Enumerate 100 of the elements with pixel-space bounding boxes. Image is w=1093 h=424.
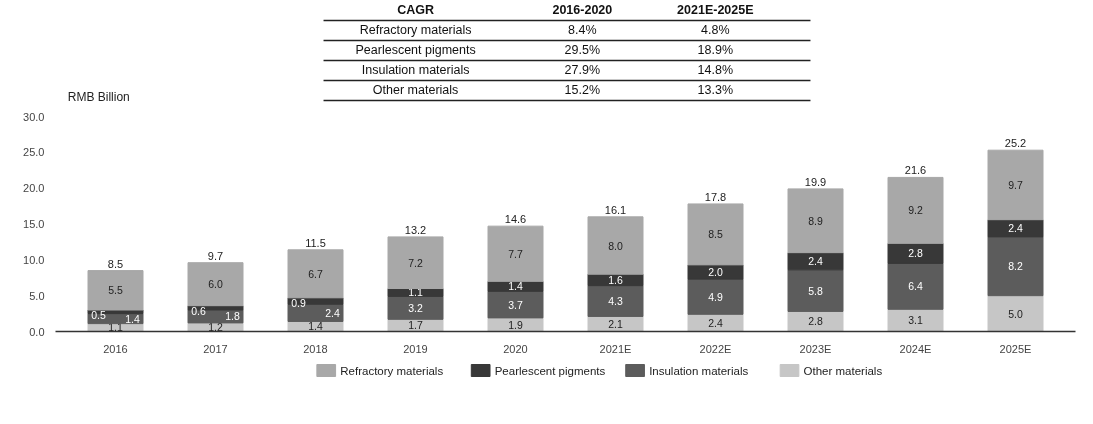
data-label: 1.6 [608, 273, 623, 286]
total-label: 13.2 [404, 223, 427, 236]
y-tick-label: 5.0 [29, 289, 45, 302]
x-tick-label: 2019 [403, 342, 428, 355]
data-label: 2.4 [808, 255, 823, 268]
bar [687, 278, 744, 315]
y-tick-label: 10.0 [23, 253, 45, 266]
data-label: 8.2 [1008, 260, 1023, 273]
bar [887, 262, 944, 310]
text: Pearlescent pigments [355, 42, 476, 57]
data-label: 1.1 [108, 320, 123, 333]
text: 2016-2020 [552, 3, 613, 17]
x-tick-label: 2022E [699, 342, 732, 355]
x-tick-label: 2023E [799, 342, 832, 355]
data-label: 0.5 [91, 309, 106, 321]
data-label: 1.2 [208, 320, 223, 333]
data-label: 2.1 [608, 317, 623, 330]
bar [487, 290, 544, 319]
data-label: 1.7 [408, 319, 423, 332]
bar [387, 236, 444, 289]
data-label: 6.7 [308, 267, 323, 280]
data-label: 2.4 [325, 306, 340, 319]
total-label: 25.2 [1004, 137, 1027, 150]
legend-label: Pearlescent pigments [494, 364, 606, 377]
bar [887, 242, 944, 264]
data-label: 1.4 [508, 280, 523, 293]
x-tick-label: 2024E [899, 342, 932, 355]
data-label: 0.9 [291, 296, 306, 309]
total-label: 8.5 [107, 257, 124, 270]
text: 8.4% [568, 22, 597, 37]
bar [987, 236, 1044, 297]
total-label: 17.8 [704, 190, 727, 203]
text: 27.9% [564, 62, 601, 77]
data-label: 9.2 [908, 204, 923, 217]
text: 14.8% [697, 62, 734, 77]
data-label: 5.0 [1008, 307, 1023, 320]
bar [87, 270, 144, 311]
text: 29.5% [564, 42, 601, 57]
data-label: 5.5 [108, 284, 123, 297]
total-label: 9.7 [207, 249, 224, 262]
text: CAGR [397, 2, 435, 17]
legend-label: Other materials [803, 364, 883, 377]
bar [987, 295, 1044, 332]
total-label: 19.9 [804, 175, 827, 188]
bar [587, 285, 644, 317]
y-tick-label: 0.0 [29, 325, 45, 338]
x-tick-label: 2016 [103, 342, 128, 355]
data-label: 4.9 [708, 290, 723, 303]
data-label: 9.7 [1008, 178, 1023, 191]
x-tick-label: 2018 [303, 342, 328, 355]
data-label: 1.9 [508, 318, 523, 331]
x-tick-label: 2020 [503, 342, 528, 355]
bar [787, 252, 844, 271]
total-label: 16.1 [604, 203, 627, 216]
legend-label: Insulation materials [649, 364, 749, 377]
data-label: 2.4 [1008, 222, 1023, 235]
bar [387, 295, 444, 320]
data-label: 2.8 [908, 247, 923, 260]
text: Other materials [372, 82, 459, 97]
data-label: 0.6 [191, 304, 206, 317]
text: 15.2% [564, 82, 601, 97]
data-label: 7.7 [508, 247, 523, 260]
y-tick-label: 30.0 [23, 110, 45, 123]
bar [887, 176, 944, 244]
y-tick-label: 25.0 [23, 146, 45, 159]
bar [587, 216, 644, 275]
bar [287, 249, 344, 299]
bar [787, 188, 844, 254]
data-label: 8.0 [608, 239, 623, 252]
data-label: 2.8 [808, 315, 823, 328]
bar [787, 269, 844, 312]
bar [187, 262, 244, 307]
bar [687, 203, 744, 266]
y-tick-label: 15.0 [23, 218, 45, 230]
data-label: 6.4 [908, 280, 923, 293]
data-label: 8.5 [708, 228, 723, 241]
text: 4.8% [701, 22, 730, 37]
data-label: 6.0 [208, 278, 223, 291]
x-tick-label: 2021E [599, 342, 632, 355]
data-label: 2.4 [708, 316, 723, 329]
text: 18.9% [697, 42, 734, 57]
data-label: 1.4 [125, 312, 140, 325]
data-label: 3.1 [908, 314, 923, 327]
data-label: 1.4 [308, 320, 323, 333]
total-label: 14.6 [504, 213, 527, 226]
data-label: 8.9 [808, 214, 823, 227]
x-tick-label: 2017 [203, 342, 228, 355]
bar [987, 149, 1044, 221]
bar [987, 219, 1044, 238]
text: 2021E-2025E [677, 2, 754, 17]
y-axis-title: RMB Billion [67, 89, 130, 104]
data-label: 3.7 [508, 298, 523, 311]
x-tick-label: 2025E [999, 342, 1032, 355]
text: Insulation materials [361, 62, 470, 77]
text: Refractory materials [359, 22, 472, 37]
data-label: 7.2 [408, 256, 423, 269]
legend-label: Refractory materials [340, 364, 444, 377]
y-tick-label: 20.0 [23, 182, 45, 195]
text: 13.3% [697, 82, 734, 97]
data-label: 3.2 [408, 301, 423, 314]
